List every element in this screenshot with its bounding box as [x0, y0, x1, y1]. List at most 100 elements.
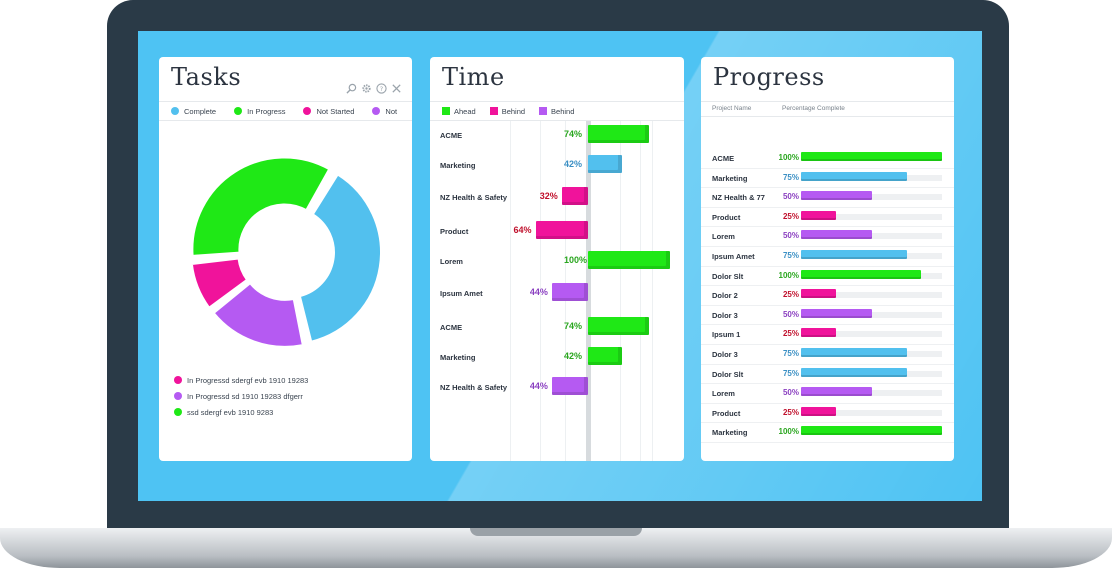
progress-row[interactable]: Product 25%: [701, 403, 954, 424]
grid-line: [640, 121, 641, 461]
legend-swatch: [442, 107, 450, 115]
time-row-label: Marketing: [440, 161, 476, 170]
progress-row-percent: 75%: [782, 368, 799, 378]
legend-item[interactable]: In Progress: [234, 107, 285, 116]
column-percentage: Percentage Complete: [782, 105, 845, 112]
donut-slice-blue[interactable]: [298, 173, 382, 343]
time-bar[interactable]: [551, 283, 588, 301]
panel-tools: ?: [346, 83, 402, 94]
progress-track: [801, 292, 942, 299]
time-row[interactable]: NZ Health & Safety 44%: [430, 373, 684, 403]
time-bar[interactable]: [588, 347, 623, 365]
legend-dot: [174, 376, 182, 384]
time-row-percent: 100%: [564, 255, 588, 265]
bottom-legend-item: ssd sdergf evb 1910 9283: [174, 404, 308, 420]
progress-row[interactable]: Dolor 3 75%: [701, 344, 954, 365]
time-axis: [586, 121, 591, 461]
progress-row-percent: 25%: [782, 290, 799, 300]
progress-row-label: Ipsum Amet: [712, 252, 755, 261]
progress-row[interactable]: NZ Health & 77 50%: [701, 187, 954, 208]
time-row[interactable]: Ipsum Amet 44%: [430, 279, 684, 309]
progress-row[interactable]: Dolor 2 25%: [701, 285, 954, 306]
progress-row[interactable]: ACME 100%: [701, 148, 954, 169]
gear-icon[interactable]: [361, 83, 372, 94]
donut-slice-green[interactable]: [191, 156, 331, 257]
progress-row[interactable]: Ipsum 1 25%: [701, 324, 954, 345]
progress-row[interactable]: Marketing 100%: [701, 422, 954, 443]
time-row-percent: 42%: [564, 351, 583, 361]
time-row-percent: 44%: [529, 381, 548, 391]
time-row[interactable]: ACME 74%: [430, 313, 684, 343]
time-row[interactable]: ACME 74%: [430, 121, 684, 151]
progress-row-percent: 50%: [782, 309, 799, 319]
legend-label: Behind: [501, 106, 526, 116]
time-row-percent: 44%: [529, 287, 548, 297]
progress-fill: [801, 230, 872, 240]
progress-row-label: Dolor Slt: [712, 271, 744, 281]
progress-row-label: Lorem: [712, 389, 735, 399]
legend-item[interactable]: Behind: [489, 106, 526, 116]
progress-row[interactable]: Product 25%: [701, 207, 954, 228]
time-row-label: Marketing: [440, 353, 476, 362]
progress-row-percent: 50%: [782, 192, 799, 202]
progress-fill: [801, 210, 837, 220]
donut-slice-purple[interactable]: [212, 281, 304, 348]
search-icon[interactable]: [346, 83, 357, 94]
time-bar[interactable]: [551, 377, 588, 395]
time-panel: Time Ahead Behind Behind ACME 74% Marketing 4…: [430, 57, 684, 461]
time-row-percent: 32%: [539, 191, 558, 201]
progress-row-percent: 75%: [782, 251, 799, 260]
progress-row-label: NZ Health & 77: [712, 193, 765, 203]
progress-row-percent: 100%: [778, 153, 799, 162]
time-row-percent: 74%: [564, 321, 583, 331]
time-bar[interactable]: [588, 155, 623, 173]
progress-fill: [801, 308, 872, 318]
progress-row[interactable]: Lorem 50%: [701, 226, 954, 247]
progress-row-percent: 100%: [778, 427, 799, 437]
time-bar[interactable]: [588, 125, 649, 143]
column-project-name: Project Name: [712, 105, 752, 112]
time-bar[interactable]: [588, 317, 649, 335]
progress-row[interactable]: Lorem 50%: [701, 383, 954, 404]
time-row-label: NZ Health & Safety: [440, 193, 508, 202]
legend-item[interactable]: Not Started: [303, 107, 354, 116]
time-row[interactable]: Marketing 42%: [430, 151, 684, 181]
progress-row-label: Dolor 2: [712, 291, 738, 301]
progress-fill: [801, 328, 837, 338]
time-row[interactable]: Lorem 100%: [430, 247, 684, 277]
legend-label: Ahead: [454, 106, 476, 116]
progress-row[interactable]: Dolor Slt 75%: [701, 364, 954, 385]
time-bar[interactable]: [588, 251, 670, 269]
legend-item[interactable]: Complete: [171, 107, 216, 116]
close-icon[interactable]: [391, 83, 402, 94]
progress-track: [801, 213, 942, 220]
progress-fill: [801, 367, 907, 377]
progress-row[interactable]: Dolor 3 50%: [701, 305, 954, 326]
tasks-donut-chart: [190, 156, 382, 348]
grid-line: [620, 121, 621, 461]
progress-row-label: ACME: [712, 154, 735, 163]
time-bar[interactable]: [535, 221, 588, 239]
progress-row-label: Dolor 3: [712, 310, 738, 320]
progress-row[interactable]: Marketing 75%: [701, 168, 954, 189]
progress-track: [801, 194, 942, 201]
progress-row[interactable]: Dolor Slt 100%: [701, 266, 954, 287]
donut-slice-pink[interactable]: [190, 257, 249, 310]
legend-item[interactable]: Ahead: [442, 107, 476, 116]
time-row-label: Ipsum Amet: [440, 289, 483, 298]
progress-row-label: Dolor 3: [712, 350, 738, 359]
time-row[interactable]: NZ Health & Safety 32%: [430, 183, 684, 213]
progress-row-percent: 25%: [782, 329, 799, 339]
help-icon[interactable]: ?: [376, 83, 387, 94]
time-bar[interactable]: [561, 187, 588, 205]
legend-item[interactable]: Behind: [539, 107, 574, 116]
legend-label: Not Started: [316, 106, 355, 116]
time-row[interactable]: Marketing 42%: [430, 343, 684, 373]
svg-text:?: ?: [380, 85, 383, 93]
legend-item[interactable]: Not: [372, 107, 397, 116]
time-row[interactable]: Product 64%: [430, 217, 684, 247]
progress-track: [801, 311, 942, 318]
grid-line: [510, 121, 511, 461]
progress-track: [801, 331, 942, 338]
progress-row[interactable]: Ipsum Amet 75%: [701, 246, 954, 267]
